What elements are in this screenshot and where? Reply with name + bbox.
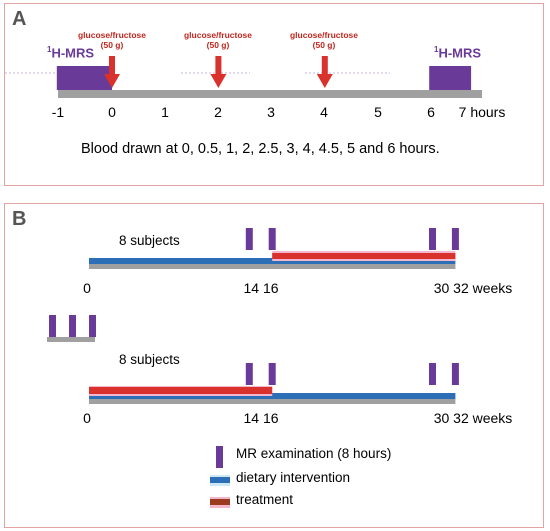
tick-a-neg1: -1 xyxy=(51,104,65,120)
panel-b-letter: B xyxy=(12,208,27,230)
dose-label-2: glucose/fructose (50 g) xyxy=(183,30,253,50)
mrs-window-0 xyxy=(56,66,112,90)
tick-a-0: 0 xyxy=(108,104,116,120)
g1-mr-exam-2 xyxy=(429,363,436,385)
timeline-b xyxy=(47,228,459,508)
tick-a-3: 3 xyxy=(267,104,275,120)
tick-b1-30-32: 30 32 weeks xyxy=(433,280,513,296)
mrs-label-right: 1H-MRS xyxy=(434,45,482,61)
legend-mr-exam-swatch xyxy=(216,446,223,468)
g1-mr-exam-1 xyxy=(268,363,276,385)
tick-b2-30-32: 30 32 weeks xyxy=(433,410,513,426)
tick-a-7: 7 hours xyxy=(458,104,506,120)
dose-arrow-shaft-2 xyxy=(321,56,328,76)
dose-label-0: glucose/fructose (50 g) xyxy=(77,30,147,50)
g1-treatment-bar xyxy=(89,387,273,394)
panel-a: A 1H-MRS 1H-MRS glucose/fructose (50 g) g… xyxy=(4,3,544,186)
g0-mr-exam-1 xyxy=(268,228,276,250)
timeline-a xyxy=(5,56,482,98)
schematic-mr-mark-1 xyxy=(69,315,76,337)
tick-a-1: 1 xyxy=(161,104,169,120)
dose-arrow-head-0 xyxy=(104,74,120,88)
dose-arrow-shaft-1 xyxy=(215,56,222,76)
tick-a-4: 4 xyxy=(320,104,328,120)
tick-b1-0: 0 xyxy=(83,280,91,296)
legend-diet-swatch xyxy=(210,477,230,483)
dose-arrow-shaft-0 xyxy=(109,56,115,76)
tick-a-6: 6 xyxy=(427,104,435,120)
g1-base-bar xyxy=(89,399,456,404)
mrs-label-left: 1H-MRS xyxy=(47,45,95,61)
g0-base-bar xyxy=(89,264,456,269)
schematic-mr-mark-2 xyxy=(89,315,96,337)
tick-b1-14-16: 14 16 xyxy=(243,280,279,296)
panel-b: B 8 subjects 0 14 16 30 32 weeks 8 subje… xyxy=(4,203,544,528)
tick-b2-14-16: 14 16 xyxy=(243,410,279,426)
dose-arrow-head-1 xyxy=(210,74,227,88)
hours-axis-bar xyxy=(58,90,482,98)
g0-treatment-bar xyxy=(272,253,456,259)
group-2-subjects-label: 8 subjects xyxy=(119,352,180,367)
tick-a-2: 2 xyxy=(214,104,222,120)
g0-mr-exam-2 xyxy=(429,228,436,250)
legend-treatment-label: treatment xyxy=(236,492,294,507)
g1-mr-exam-0 xyxy=(245,363,253,385)
panel-a-letter: A xyxy=(12,8,27,30)
legend-diet-label: dietary intervention xyxy=(236,470,351,485)
tick-a-5: 5 xyxy=(374,104,382,120)
dose-label-4: glucose/fructose (50 g) xyxy=(289,30,359,50)
g1-mr-exam-3 xyxy=(451,363,459,385)
group-1-subjects-label: 8 subjects xyxy=(119,233,180,248)
legend-treatment-swatch xyxy=(210,499,230,505)
legend-mr-exam-label: MR examination (8 hours) xyxy=(236,446,392,461)
mrs-window-1 xyxy=(429,66,472,90)
g0-mr-exam-0 xyxy=(245,228,253,250)
g0-mr-exam-3 xyxy=(451,228,459,250)
dose-arrow-head-2 xyxy=(316,74,333,88)
schematic-base-bar xyxy=(47,337,95,342)
schematic-mr-mark-0 xyxy=(49,315,56,337)
tick-b2-0: 0 xyxy=(83,410,91,426)
blood-draw-caption: Blood drawn at 0, 0.5, 1, 2, 2.5, 3, 4, … xyxy=(81,141,440,157)
